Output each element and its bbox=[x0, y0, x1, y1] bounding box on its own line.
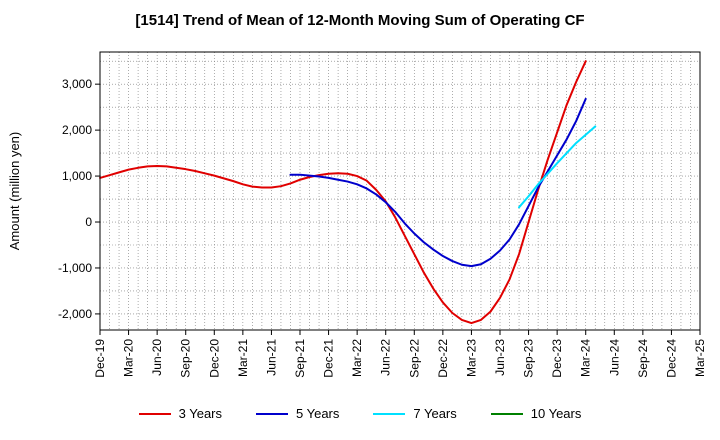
x-tick-label: Jun-24 bbox=[607, 339, 621, 376]
x-tick-label: Sep-24 bbox=[636, 339, 650, 378]
x-tick-label: Jun-23 bbox=[493, 339, 507, 376]
legend-label: 7 Years bbox=[413, 406, 457, 421]
x-tick-label: Dec-24 bbox=[664, 339, 678, 378]
y-tick-label: 2,000 bbox=[62, 123, 92, 137]
legend-item-10-years: 10 Years bbox=[490, 406, 582, 421]
chart-title: [1514] Trend of Mean of 12-Month Moving … bbox=[135, 12, 585, 29]
y-tick-label: -2,000 bbox=[58, 307, 92, 321]
series-line-7-years bbox=[518, 125, 597, 209]
x-tick-label: Dec-19 bbox=[93, 339, 107, 378]
legend-swatch bbox=[138, 412, 171, 415]
x-tick-label: Sep-20 bbox=[179, 339, 193, 378]
x-tick-label: Mar-24 bbox=[579, 339, 593, 377]
x-tick-label: Mar-20 bbox=[122, 339, 136, 377]
y-axis-title: Amount (million yen) bbox=[7, 132, 22, 251]
x-tick-label: Dec-23 bbox=[550, 339, 564, 378]
x-tick-label: Dec-21 bbox=[322, 339, 336, 378]
legend-item-7-years: 7 Years bbox=[373, 406, 457, 421]
legend-swatch bbox=[490, 412, 523, 415]
x-tick-label: Dec-22 bbox=[436, 339, 450, 378]
x-tick-label: Jun-22 bbox=[379, 339, 393, 376]
series-lines bbox=[99, 60, 597, 325]
x-tick-label: Mar-21 bbox=[236, 339, 250, 377]
x-tick-label: Jun-20 bbox=[150, 339, 164, 376]
legend-label: 5 Years bbox=[296, 406, 340, 421]
x-axis-ticks: Dec-19 Mar-20 Jun-20 Sep-20 Dec-20 Mar-21 Jun-… bbox=[93, 330, 707, 378]
x-tick-label: Dec-20 bbox=[207, 339, 221, 378]
legend-label: 3 Years bbox=[178, 406, 222, 421]
legend-swatch bbox=[256, 412, 288, 415]
plot-area bbox=[100, 52, 700, 330]
y-axis-ticks: -2,000 -1,000 0 1,000 2,000 3,000 bbox=[58, 77, 100, 321]
x-tick-label: Mar-25 bbox=[693, 339, 707, 377]
plot-frame bbox=[99, 51, 701, 331]
legend: 3 Years 5 Years 7 Years 10 Years bbox=[0, 406, 720, 421]
y-tick-label: 0 bbox=[85, 215, 92, 229]
x-tick-label: Sep-23 bbox=[522, 339, 536, 378]
x-tick-label: Jun-21 bbox=[264, 339, 278, 376]
x-tick-label: Sep-22 bbox=[407, 339, 421, 378]
legend-swatch bbox=[373, 412, 406, 415]
legend-item-3-years: 3 Years bbox=[138, 406, 222, 421]
legend-item-5-years: 5 Years bbox=[256, 406, 339, 421]
grid-lines bbox=[100, 52, 700, 330]
x-tick-label: Mar-23 bbox=[464, 339, 478, 377]
y-tick-label: -1,000 bbox=[58, 261, 92, 275]
y-tick-label: 1,000 bbox=[62, 169, 92, 183]
legend-label: 10 Years bbox=[530, 406, 582, 421]
series-line-3-years bbox=[99, 60, 587, 325]
x-tick-label: Sep-21 bbox=[293, 339, 307, 378]
y-tick-label: 3,000 bbox=[62, 77, 92, 91]
series-line-5-years bbox=[289, 97, 587, 268]
x-tick-label: Mar-22 bbox=[350, 339, 364, 377]
